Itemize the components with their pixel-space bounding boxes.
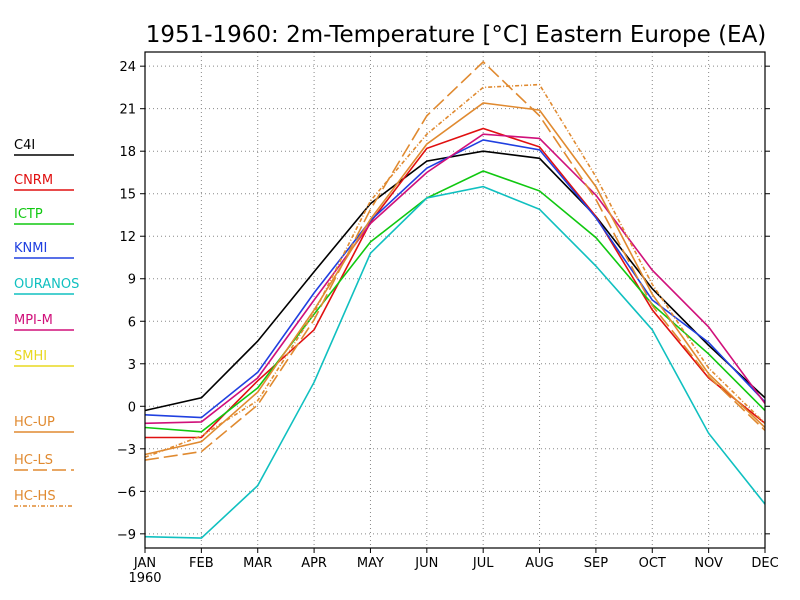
x-tick-label: JAN xyxy=(133,556,156,571)
series-line-ictp xyxy=(144,170,766,433)
x-tick-label: AUG xyxy=(525,556,553,571)
legend-item: HC-HS xyxy=(14,489,74,507)
chart-title: 1951-1960: 2m-Temperature [°C] Eastern E… xyxy=(146,22,767,48)
legend-item: HC-UP xyxy=(14,415,74,433)
legend-item: HC-LS xyxy=(14,453,74,471)
x-tick-label: MAY xyxy=(357,556,384,571)
y-tick-label: 3 xyxy=(128,358,136,373)
y-tick-label: 9 xyxy=(128,273,136,288)
legend-label: HC-UP xyxy=(14,415,55,430)
series-line-cnrm xyxy=(145,127,766,439)
series-line-hc-ls xyxy=(144,60,766,461)
x-tick-label: APR xyxy=(301,556,327,571)
axes: −9 −6 −3 0 3 6 9 12 15 18 21 24 JAN FEB MAR APR MAY JUN JU… xyxy=(117,60,779,586)
legend-item: MPI-M xyxy=(14,313,74,331)
legend: C4I CNRM ICTP KNMI OURANOS MPI-M SMHI HC-UP HC-L… xyxy=(14,138,79,507)
legend-label: CNRM xyxy=(14,173,53,188)
x-year-label: 1960 xyxy=(128,571,161,586)
series-lines xyxy=(144,60,766,539)
legend-label: SMHI xyxy=(14,349,47,364)
x-tick-label: NOV xyxy=(694,556,723,571)
legend-item: C4I xyxy=(14,138,74,156)
y-tick-label: 21 xyxy=(119,103,136,118)
y-tick-label: 18 xyxy=(119,145,136,160)
y-tick-label: 0 xyxy=(128,400,136,415)
y-tick-label: 24 xyxy=(119,60,136,75)
series-line-ouranos xyxy=(144,185,766,539)
x-tick-label: SEP xyxy=(584,556,608,571)
legend-label: HC-LS xyxy=(14,453,53,468)
x-tick-label: FEB xyxy=(189,556,214,571)
series-line-mpi-m xyxy=(144,133,766,425)
x-tick-label: JUN xyxy=(414,556,438,571)
x-tick-label: OCT xyxy=(639,556,666,571)
legend-label: C4I xyxy=(14,138,35,153)
plot-frame xyxy=(144,51,766,549)
legend-label: KNMI xyxy=(14,241,47,256)
series-line-c4i xyxy=(144,150,766,412)
legend-item: KNMI xyxy=(14,241,74,259)
legend-label: OURANOS xyxy=(14,277,79,292)
y-tick-label: 12 xyxy=(119,230,136,245)
legend-item: CNRM xyxy=(14,173,74,191)
y-tick-label: −9 xyxy=(117,528,136,543)
legend-item: OURANOS xyxy=(14,277,79,295)
legend-label: HC-HS xyxy=(14,489,56,504)
y-tick-label: −3 xyxy=(117,443,136,458)
legend-item: SMHI xyxy=(14,349,74,367)
legend-label: MPI-M xyxy=(14,313,53,328)
grid xyxy=(145,52,765,548)
x-tick-label: MAR xyxy=(243,556,272,571)
x-tick-label: DEC xyxy=(751,556,778,571)
legend-item: ICTP xyxy=(14,207,74,225)
y-tick-label: 15 xyxy=(119,188,136,203)
y-tick-label: −6 xyxy=(117,485,136,500)
y-tick-label: 6 xyxy=(128,315,136,330)
series-line-hc-up xyxy=(144,102,766,456)
legend-label: ICTP xyxy=(14,207,43,222)
series-line-hc-hs xyxy=(144,83,766,459)
x-tick-label: JUL xyxy=(472,556,494,571)
